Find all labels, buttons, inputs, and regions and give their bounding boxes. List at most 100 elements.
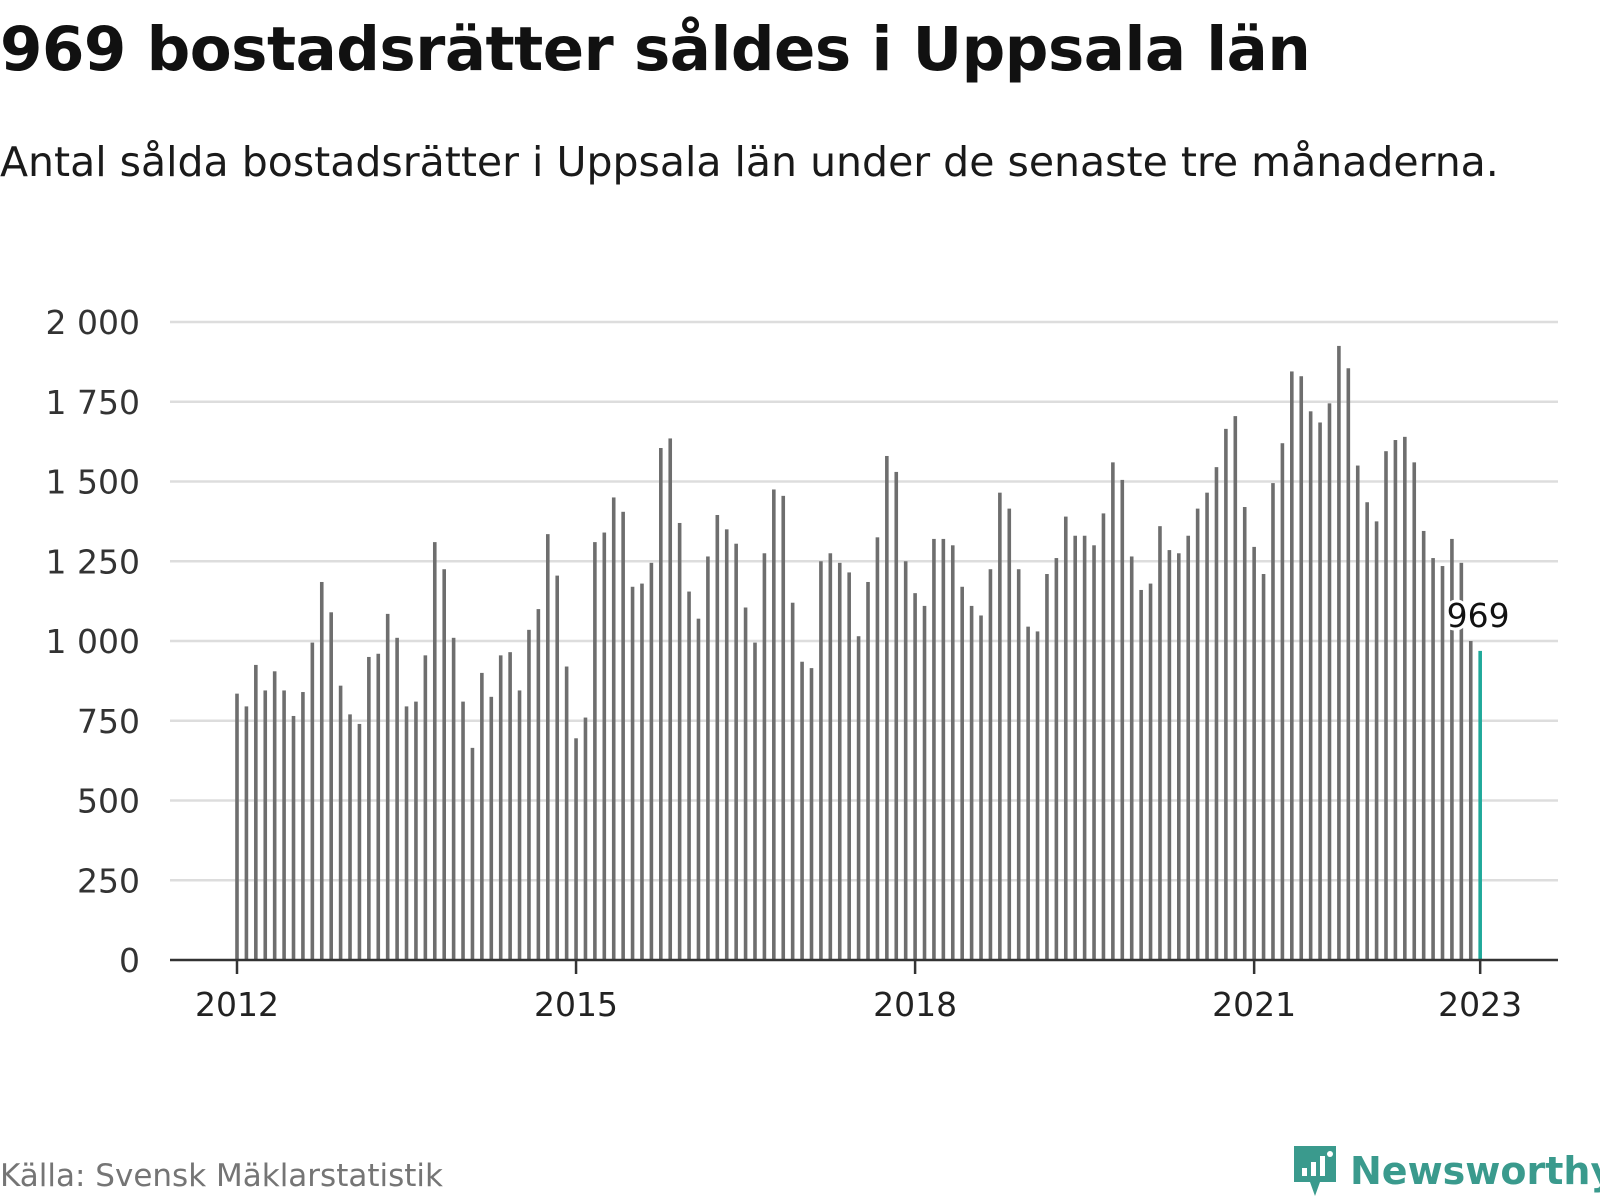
bar bbox=[1327, 403, 1332, 961]
bar bbox=[442, 569, 446, 960]
chart-title: 969 bostadsrätter såldes i Uppsala län bbox=[0, 14, 1311, 85]
data-label: 969 bbox=[1447, 596, 1510, 635]
bar bbox=[1365, 502, 1369, 960]
bar bbox=[498, 655, 503, 960]
y-tick-label: 1 750 bbox=[46, 383, 140, 422]
bar bbox=[291, 715, 296, 960]
y-tick-label: 1 000 bbox=[46, 622, 140, 661]
bar bbox=[1271, 483, 1275, 960]
bar bbox=[847, 572, 851, 960]
bar bbox=[1299, 376, 1304, 961]
bar bbox=[1224, 428, 1228, 960]
bar-highlight bbox=[1478, 650, 1482, 960]
brand[interactable]: Newsworthy bbox=[1290, 1142, 1600, 1200]
bar bbox=[1384, 451, 1388, 960]
bar bbox=[941, 538, 946, 960]
bar bbox=[301, 692, 305, 960]
bar bbox=[781, 495, 786, 960]
bar bbox=[414, 701, 418, 960]
bar bbox=[1355, 465, 1360, 960]
bar bbox=[1186, 535, 1191, 960]
y-tick-label: 0 bbox=[119, 941, 140, 980]
bar bbox=[960, 586, 964, 960]
bar bbox=[969, 605, 974, 960]
y-tick-label: 1 500 bbox=[46, 463, 140, 502]
bar bbox=[659, 448, 663, 960]
bar bbox=[979, 615, 983, 960]
newsworthy-logo-icon bbox=[1294, 1146, 1336, 1196]
bar bbox=[772, 489, 776, 960]
x-tick-label: 2015 bbox=[534, 985, 618, 1024]
bar bbox=[319, 581, 324, 960]
bar bbox=[432, 542, 437, 960]
bar bbox=[1346, 368, 1351, 960]
bar bbox=[470, 747, 475, 960]
bar bbox=[1101, 513, 1106, 960]
bar bbox=[357, 723, 362, 960]
bar bbox=[235, 693, 239, 960]
bar bbox=[272, 671, 277, 960]
bar bbox=[903, 561, 908, 960]
bar bbox=[1280, 443, 1285, 961]
bar bbox=[753, 642, 757, 960]
bar bbox=[1450, 538, 1454, 960]
bar bbox=[376, 653, 381, 960]
bar bbox=[1242, 507, 1247, 960]
bar bbox=[913, 593, 917, 960]
bar bbox=[574, 738, 578, 960]
bar bbox=[1167, 550, 1172, 960]
bar bbox=[1082, 535, 1087, 960]
bar bbox=[837, 562, 842, 960]
bar bbox=[593, 542, 597, 960]
bar bbox=[1308, 411, 1313, 960]
bar bbox=[489, 696, 494, 960]
bar bbox=[1026, 626, 1030, 960]
bar bbox=[1290, 371, 1294, 960]
bar bbox=[649, 562, 654, 960]
bar bbox=[1120, 479, 1125, 960]
bar bbox=[348, 714, 352, 960]
y-tick-label: 750 bbox=[77, 702, 140, 741]
bar bbox=[404, 706, 409, 960]
bar bbox=[1045, 574, 1049, 960]
bar bbox=[1252, 546, 1256, 960]
bar bbox=[866, 581, 870, 960]
x-tick-label: 2012 bbox=[195, 985, 279, 1024]
bar bbox=[998, 492, 1002, 960]
bar bbox=[602, 532, 607, 960]
bar bbox=[1063, 516, 1068, 960]
bar bbox=[668, 438, 673, 960]
bar bbox=[310, 642, 315, 960]
x-tick-label: 2023 bbox=[1438, 985, 1522, 1024]
bar bbox=[1421, 530, 1426, 960]
bar bbox=[1054, 558, 1059, 960]
bar bbox=[385, 613, 390, 960]
bar bbox=[1412, 462, 1417, 960]
brand-name: Newsworthy bbox=[1350, 1149, 1600, 1193]
bar bbox=[809, 668, 814, 960]
bar bbox=[545, 534, 550, 960]
bar bbox=[1468, 641, 1473, 960]
bar bbox=[508, 652, 512, 960]
bar bbox=[687, 591, 691, 960]
bar bbox=[677, 522, 682, 960]
bar bbox=[1393, 440, 1398, 960]
bar bbox=[1073, 535, 1078, 960]
bar bbox=[1111, 462, 1115, 960]
bar bbox=[1374, 521, 1379, 960]
x-tick-label: 2018 bbox=[873, 985, 957, 1024]
bar bbox=[922, 605, 927, 960]
bar bbox=[517, 690, 522, 960]
bar bbox=[856, 636, 861, 960]
bar bbox=[536, 609, 541, 960]
bar bbox=[282, 690, 286, 960]
bar bbox=[630, 586, 635, 960]
bar bbox=[1337, 345, 1341, 960]
bar bbox=[885, 455, 889, 960]
bar bbox=[395, 637, 399, 960]
bar bbox=[263, 690, 268, 960]
bar bbox=[367, 656, 371, 960]
y-tick-label: 500 bbox=[77, 782, 140, 821]
bar bbox=[932, 538, 936, 960]
bar bbox=[696, 618, 701, 960]
